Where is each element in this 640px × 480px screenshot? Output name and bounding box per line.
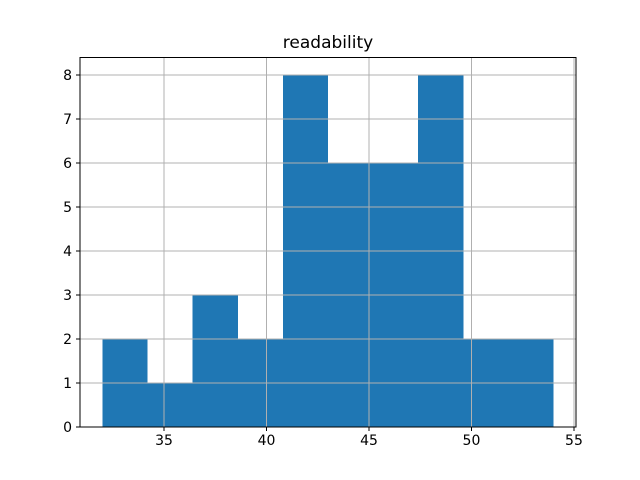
y-tick-label: 6 [63, 156, 72, 172]
x-tick-label: 40 [258, 433, 276, 449]
y-tick-label: 3 [63, 288, 72, 304]
y-tick-label: 4 [63, 244, 72, 260]
axes-frame [79, 57, 577, 428]
x-tick-label: 50 [463, 433, 481, 449]
x-tick-label: 45 [360, 433, 378, 449]
y-tick-label: 5 [63, 200, 72, 216]
chart-title: readability [282, 33, 374, 53]
y-tick-label: 1 [63, 376, 72, 392]
y-tick-label: 8 [63, 68, 72, 84]
histogram-bar [147, 383, 193, 428]
x-tick-label: 55 [565, 433, 583, 449]
y-tick-label: 7 [63, 112, 72, 128]
histogram-bar [192, 295, 238, 428]
y-tick-label: 2 [63, 332, 72, 348]
x-tick-label: 35 [155, 433, 173, 449]
y-tick-label: 0 [63, 420, 72, 436]
